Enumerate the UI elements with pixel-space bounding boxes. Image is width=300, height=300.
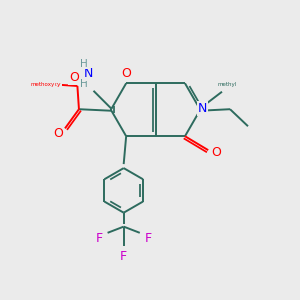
Text: methoxy: methoxy <box>30 82 55 87</box>
Text: F: F <box>95 232 103 245</box>
Text: F: F <box>120 250 127 263</box>
Text: H: H <box>80 79 88 89</box>
Text: F: F <box>145 232 152 245</box>
Text: methyl: methyl <box>217 82 236 87</box>
Text: N: N <box>198 102 208 116</box>
Text: N: N <box>84 67 94 80</box>
Text: O: O <box>53 127 63 140</box>
Text: O: O <box>69 71 79 84</box>
Text: methoxy: methoxy <box>34 82 61 87</box>
Text: O: O <box>121 68 131 80</box>
Text: H: H <box>80 58 88 68</box>
Text: O: O <box>211 146 221 159</box>
